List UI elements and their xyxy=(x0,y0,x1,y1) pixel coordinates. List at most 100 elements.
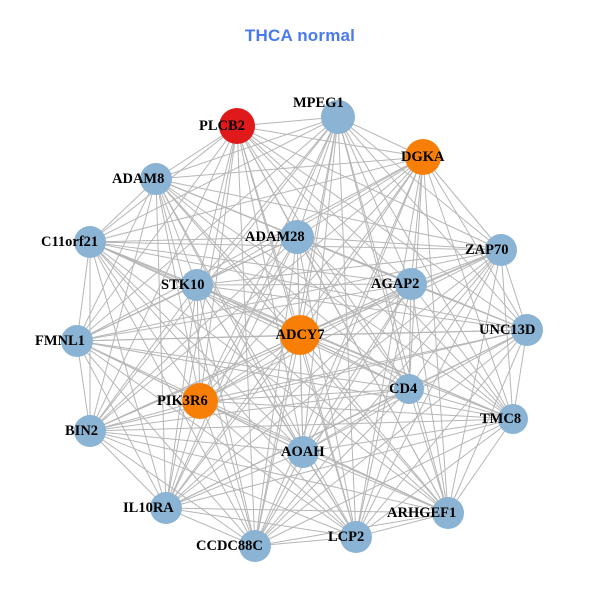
graph-edge xyxy=(76,156,424,342)
graph-node-dgka[interactable] xyxy=(405,139,441,175)
graph-node-bin2[interactable] xyxy=(74,415,106,447)
graph-edge xyxy=(76,283,412,342)
graph-edge xyxy=(199,400,256,547)
graph-node-fmnl1[interactable] xyxy=(61,325,93,357)
graph-edge xyxy=(89,241,410,390)
graph-edge xyxy=(165,334,301,509)
graph-edge xyxy=(89,430,304,453)
graph-edge xyxy=(165,507,256,547)
graph-edge xyxy=(410,249,502,285)
graph-edge xyxy=(236,125,514,420)
graph-node-plcb2[interactable] xyxy=(219,108,255,144)
graph-edge xyxy=(76,116,339,342)
graph-edge xyxy=(165,125,238,509)
graph-edge xyxy=(76,340,449,514)
graph-edge xyxy=(337,116,410,390)
graph-edge xyxy=(76,340,167,509)
graph-edge xyxy=(76,340,357,538)
graph-edge xyxy=(89,241,304,453)
graph-edge xyxy=(76,284,198,342)
graph-edge xyxy=(299,334,410,390)
graph-node-c11orf21[interactable] xyxy=(74,226,106,258)
graph-node-mpeg1[interactable] xyxy=(321,100,355,134)
graph-edge xyxy=(254,156,424,547)
graph-edge xyxy=(155,178,201,402)
graph-edge xyxy=(199,400,449,514)
graph-edge xyxy=(447,418,514,514)
graph-edge xyxy=(155,178,301,336)
graph-edge xyxy=(76,334,301,342)
graph-edge xyxy=(89,241,167,509)
graph-edge xyxy=(254,236,298,547)
graph-edge xyxy=(410,283,449,514)
graph-edge xyxy=(299,116,339,336)
graph-edge xyxy=(155,178,514,420)
graph-edge xyxy=(165,400,201,509)
graph-edge xyxy=(302,418,514,453)
graph-edge xyxy=(302,249,502,453)
graph-edge xyxy=(199,329,528,402)
graph-node-arhgef1[interactable] xyxy=(432,497,464,529)
graph-edge xyxy=(296,116,339,238)
graph-edge xyxy=(199,400,514,420)
graph-edge xyxy=(422,156,514,420)
graph-node-unc13d[interactable] xyxy=(511,314,543,346)
graph-edge xyxy=(89,388,410,432)
graph-edge xyxy=(355,329,528,538)
graph-edge xyxy=(302,156,424,453)
graph-edge xyxy=(76,125,238,342)
graph-edge xyxy=(355,283,412,538)
graph-edge xyxy=(89,430,167,509)
graph-edge xyxy=(76,340,514,420)
graph-edge xyxy=(89,430,256,547)
graph-edge xyxy=(236,125,304,453)
graph-node-cd4[interactable] xyxy=(394,374,424,404)
graph-edge xyxy=(89,241,412,285)
graph-edge xyxy=(196,284,201,402)
graph-edge xyxy=(89,418,514,432)
graph-node-stk10[interactable] xyxy=(181,269,213,301)
graph-edge xyxy=(165,507,357,538)
graph-node-lcp2[interactable] xyxy=(340,521,372,553)
graph-edge xyxy=(196,284,528,331)
graph-node-tmc8[interactable] xyxy=(498,404,528,434)
nodes-layer xyxy=(61,100,543,562)
graph-edge xyxy=(89,116,339,243)
graph-edge xyxy=(254,388,410,547)
graph-node-adam28[interactable] xyxy=(280,220,314,254)
graph-edge xyxy=(89,178,157,432)
graph-node-zap70[interactable] xyxy=(485,234,517,266)
graph-edge xyxy=(254,334,301,547)
graph-edge xyxy=(89,241,528,331)
graph-edge xyxy=(199,116,339,402)
graph-edge xyxy=(355,418,514,538)
graph-edge xyxy=(155,178,502,251)
graph-edge xyxy=(236,125,528,331)
graph-edge xyxy=(302,388,410,453)
graph-edge xyxy=(155,178,167,509)
graph-edge xyxy=(155,116,339,180)
graph-node-il10ra[interactable] xyxy=(150,492,182,524)
graph-edge xyxy=(89,334,301,432)
graph-node-ccdc88c[interactable] xyxy=(239,530,271,562)
page-title: THCA normal xyxy=(244,26,356,45)
graph-edge xyxy=(89,236,298,432)
graph-node-agap2[interactable] xyxy=(395,268,427,300)
graph-edge xyxy=(89,329,528,432)
graph-edge xyxy=(199,125,238,402)
graph-edge xyxy=(355,388,410,538)
graph-edge xyxy=(76,241,91,342)
graph-edge xyxy=(299,334,357,538)
graph-node-pik3r6[interactable] xyxy=(182,383,218,419)
graph-edge xyxy=(76,340,256,547)
graph-edge xyxy=(337,116,528,331)
graph-edge xyxy=(196,283,412,286)
graph-edge xyxy=(89,236,298,243)
graph-node-aoah[interactable] xyxy=(287,436,319,468)
graph-edge xyxy=(199,400,357,538)
graph-edge xyxy=(302,451,357,538)
graph-node-adam8[interactable] xyxy=(140,163,172,195)
graph-edge xyxy=(296,236,514,420)
graph-node-adcy7[interactable] xyxy=(280,315,320,355)
